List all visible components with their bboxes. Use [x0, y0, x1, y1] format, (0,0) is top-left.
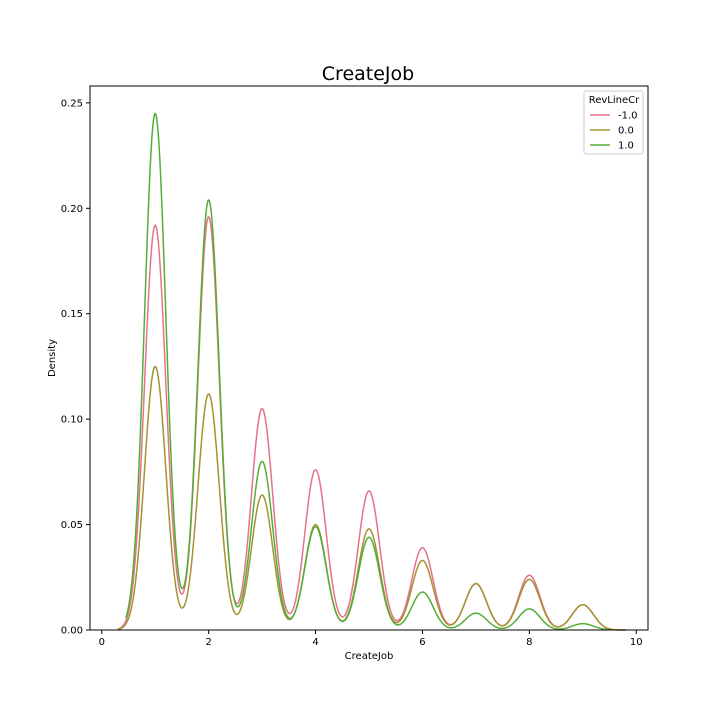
chart-title: CreateJob [322, 63, 414, 85]
legend-label: 0.0 [618, 126, 634, 137]
legend-title: RevLineCr [589, 95, 640, 106]
plot-area [117, 112, 626, 631]
y-tick-label: 0.10 [61, 415, 83, 426]
y-tick-label: 0.00 [61, 626, 83, 637]
y-tick-label: 0.15 [61, 309, 83, 320]
x-axis: 0 2 4 6 8 10 [99, 630, 643, 648]
legend-label: -1.0 [618, 111, 638, 122]
x-tick-label: 6 [419, 637, 425, 648]
y-axis-label: Density [47, 339, 58, 377]
x-tick-label: 8 [526, 637, 532, 648]
legend-label: 1.0 [618, 141, 634, 152]
y-axis: 0.00 0.05 0.10 0.15 0.20 0.25 [61, 98, 90, 637]
series-line-1.0 [125, 112, 613, 631]
x-tick-label: 10 [630, 637, 643, 648]
y-tick-label: 0.05 [61, 520, 83, 531]
x-tick-label: 4 [312, 637, 318, 648]
plot-frame [89, 85, 649, 631]
y-tick-label: 0.20 [61, 204, 83, 215]
legend-box [583, 90, 644, 155]
legend: RevLineCr -1.0 0.0 1.0 [583, 90, 644, 155]
x-axis-label: CreateJob [345, 651, 394, 662]
series-line--1.0 [117, 216, 626, 631]
series-line-0.0 [117, 365, 626, 631]
x-tick-label: 0 [99, 637, 105, 648]
y-tick-label: 0.25 [61, 98, 83, 109]
legend-entries: -1.0 0.0 1.0 [590, 111, 638, 152]
x-tick-label: 2 [205, 637, 211, 648]
